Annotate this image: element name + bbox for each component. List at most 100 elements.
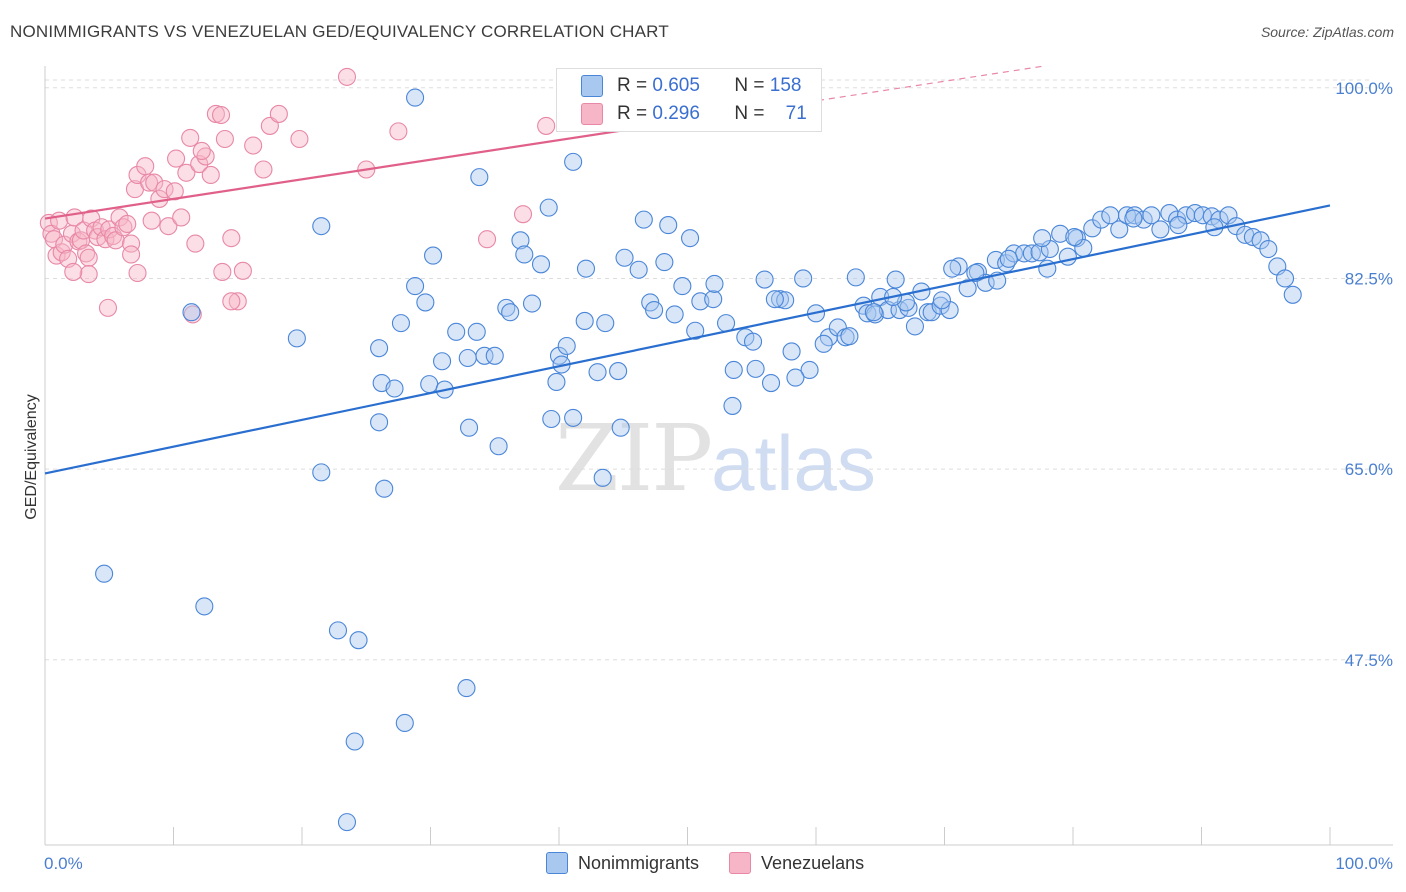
- nonimmigrants-point: [705, 274, 724, 293]
- nonimmigrants-points: [95, 88, 1302, 832]
- nonimmigrants-point: [588, 363, 607, 382]
- venezuelans-point: [172, 208, 191, 227]
- venezuelans-point: [122, 245, 141, 264]
- nonimmigrants-point: [765, 290, 784, 309]
- nonimmigrants-point: [420, 375, 439, 394]
- venezuelans-point: [222, 292, 241, 311]
- watermark: ZIPatlas: [555, 405, 876, 512]
- venezuelans-point: [128, 263, 147, 283]
- legend-row-nonimmigrants: R = 0.605 N = 158: [581, 73, 801, 99]
- nonimmigrants-point: [840, 327, 859, 346]
- venezuelans-point: [215, 129, 234, 149]
- nonimmigrants-point: [940, 301, 959, 320]
- nonimmigrants-point: [1051, 224, 1070, 243]
- nonimmigrants-point: [1275, 269, 1295, 288]
- venezuelans-point: [513, 205, 533, 224]
- y-tick-label: 65.0%: [1345, 460, 1393, 479]
- nonimmigrants-point: [659, 216, 678, 235]
- nonimmigrants-point: [596, 314, 615, 333]
- nonimmigrants-trend-line: [44, 204, 1331, 475]
- nonimmigrants-point: [345, 732, 364, 751]
- nonimmigrants-point: [1004, 244, 1023, 263]
- nonimmigrants-point: [515, 245, 534, 264]
- y-axis-label: GED/Equivalency: [23, 394, 40, 519]
- legend-item-nonimmigrants[interactable]: Nonimmigrants: [546, 852, 699, 874]
- nonimmigrants-point: [391, 314, 410, 333]
- nonimmigrants-point: [1022, 244, 1041, 263]
- nonimmigrants-point: [846, 268, 865, 287]
- nonimmigrants-point: [1151, 220, 1170, 239]
- nonimmigrants-point: [385, 379, 404, 398]
- venezuelans-point: [254, 160, 273, 179]
- nonimmigrants-point: [966, 263, 985, 283]
- grid-lines: [45, 79, 1370, 661]
- nonimmigrants-point: [406, 88, 425, 107]
- stats-legend: R = 0.605 N = 158 R = 0.296 N = 71: [556, 68, 822, 132]
- venezuelans-point: [136, 157, 155, 176]
- venezuelans-point: [177, 163, 196, 182]
- venezuelans-point: [181, 128, 200, 147]
- tick-labels: 47.5% 65.0% 82.5% 100.0% 0.0% 100.0%: [44, 79, 1393, 873]
- venezuelans-point: [201, 165, 220, 185]
- nonimmigrants-point: [673, 277, 692, 296]
- nonimmigrants-point: [395, 713, 414, 733]
- nonimmigrants-point: [501, 303, 520, 322]
- nonimmigrants-point: [858, 304, 877, 323]
- venezuelans-points: [39, 67, 556, 324]
- venezuelans-point: [140, 173, 159, 192]
- nonimmigrants-point: [406, 277, 425, 296]
- nonimmigrants-point: [1065, 228, 1084, 247]
- nonimmigrants-point: [1058, 247, 1077, 266]
- venezuelans-point: [167, 149, 186, 168]
- nonimmigrants-point: [1169, 216, 1188, 235]
- nonimmigrants-point: [611, 418, 630, 437]
- nonimmigrants-point: [458, 348, 477, 368]
- nonimmigrants-point: [424, 246, 443, 265]
- nonimmigrants-point: [886, 270, 905, 289]
- nonimmigrants-point: [1092, 210, 1111, 229]
- nonimmigrants-point: [539, 198, 558, 217]
- venezuelans-point: [145, 173, 164, 192]
- legend-label-nonimmigrants: Nonimmigrants: [578, 852, 700, 873]
- legend-r-value: 0.296: [652, 103, 700, 124]
- axes: [44, 66, 1393, 846]
- venezuelans-point: [222, 229, 241, 248]
- nonimmigrants-point: [470, 168, 489, 187]
- nonimmigrants-point: [1033, 229, 1052, 248]
- venezuelans-point: [477, 230, 497, 249]
- nonimmigrants-point: [575, 311, 594, 330]
- nonimmigrants-point: [1259, 239, 1278, 259]
- nonimmigrants-point: [195, 597, 214, 616]
- nonimmigrants-point: [489, 437, 508, 456]
- nonimmigrants-point: [958, 279, 977, 298]
- legend-n-value: 71: [785, 103, 807, 124]
- nonimmigrants-point: [932, 291, 951, 310]
- legend-swatch-blue: [546, 852, 568, 874]
- nonimmigrants-point: [665, 305, 684, 324]
- venezuelans-point: [110, 208, 129, 227]
- nonimmigrants-point: [655, 253, 674, 272]
- nonimmigrants-point: [564, 152, 583, 171]
- legend-label-venezuelans: Venezuelans: [761, 852, 865, 873]
- legend-item-venezuelans[interactable]: Venezuelans: [729, 852, 864, 874]
- nonimmigrants-point: [814, 334, 833, 353]
- nonimmigrants-point: [782, 342, 801, 361]
- legend-r-label: R =: [617, 103, 648, 124]
- nonimmigrants-point: [531, 255, 551, 274]
- venezuelans-point: [186, 234, 205, 253]
- nonimmigrants-point: [629, 260, 648, 279]
- venezuelans-point: [337, 67, 357, 86]
- venezuelans-point: [389, 122, 408, 141]
- nonimmigrants-point: [349, 631, 368, 650]
- nonimmigrants-point: [1124, 209, 1143, 228]
- nonimmigrants-point: [1030, 243, 1049, 262]
- nonimmigrants-point: [1142, 206, 1161, 225]
- nonimmigrants-point: [457, 679, 476, 698]
- venezuelans-trend-line: [44, 119, 688, 220]
- nonimmigrants-point: [542, 409, 561, 429]
- nonimmigrants-point: [609, 362, 628, 381]
- nonimmigrants-point: [312, 463, 331, 482]
- nonimmigrants-point: [686, 321, 705, 340]
- venezuelans-point: [64, 262, 83, 281]
- source-credit: Source: ZipAtlas.com: [1260, 24, 1394, 40]
